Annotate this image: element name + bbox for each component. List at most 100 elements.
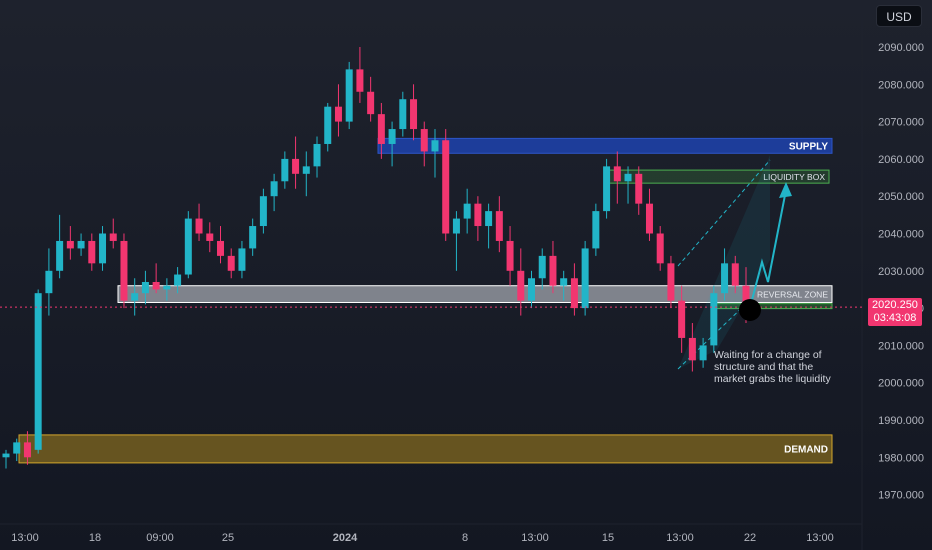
price-tick-label: 2060.000 (878, 154, 924, 166)
time-tick-label: 13:00 (806, 532, 834, 544)
candle (442, 129, 450, 241)
candle (238, 240, 246, 279)
candle (699, 337, 707, 368)
candle-body (174, 274, 182, 286)
price-axis: 2090.000 2080.000 2070.000 2060.000 2050.000… (878, 42, 924, 502)
candle-countdown: 03:43:08 (873, 312, 917, 324)
candle (195, 203, 203, 241)
candle-body (334, 106, 342, 122)
candle-body (66, 240, 74, 249)
candle (517, 248, 525, 316)
candle-body (302, 166, 310, 174)
candle (249, 218, 257, 256)
price-tick-label: 1990.000 (878, 415, 924, 427)
candle (345, 61, 353, 130)
price-tick-label: 2000.000 (878, 378, 924, 390)
candles-layer (2, 47, 750, 469)
candle (367, 76, 375, 122)
zones-layer: SUPPLY LIQUIDITY BOX REVERSAL ZONE DEMAND (18, 137, 833, 464)
candle (216, 226, 224, 264)
candle-body (2, 453, 10, 458)
candle (2, 449, 10, 469)
zone-label: LIQUIDITY BOX (763, 172, 825, 182)
candle (184, 211, 192, 279)
candle (302, 151, 310, 197)
candle-body (452, 218, 460, 234)
time-tick-label: 13:00 (521, 532, 549, 544)
candle-body (410, 99, 418, 130)
candle-body (120, 240, 128, 301)
candle-body (624, 173, 632, 182)
candle (410, 84, 418, 141)
candle (152, 263, 160, 294)
candle (77, 233, 85, 256)
candle (281, 151, 289, 189)
candle-body (538, 255, 546, 279)
projection-arrow (751, 182, 792, 301)
candle-body (420, 129, 428, 152)
price-tick-label: 2010.000 (878, 340, 924, 352)
candle (292, 136, 300, 189)
price-tick-label: 2090.000 (878, 42, 924, 54)
candle (88, 233, 96, 271)
candle (710, 285, 718, 353)
currency-button[interactable]: USD (876, 5, 922, 27)
time-tick-label: 09:00 (146, 532, 174, 544)
candle-body (206, 233, 214, 241)
candle-body (506, 240, 514, 271)
price-tick-label: 2050.000 (878, 191, 924, 203)
candle (356, 47, 364, 103)
candle (485, 203, 493, 249)
time-tick-label: 25 (222, 532, 234, 544)
candle-body (688, 337, 696, 361)
candle-body (345, 69, 353, 122)
candle (174, 267, 182, 294)
candle (667, 255, 675, 309)
candle (324, 102, 332, 152)
candle (313, 136, 321, 178)
candle (377, 102, 385, 159)
candle-body (710, 293, 718, 346)
time-tick-label: 13:00 (11, 532, 39, 544)
candle-body (109, 233, 117, 241)
time-tick-label: 2024 (333, 532, 358, 544)
candle (56, 214, 64, 279)
candle (495, 196, 503, 253)
candle-body (431, 140, 439, 152)
price-tick-label: 2040.000 (878, 229, 924, 241)
candle-body (592, 211, 600, 249)
candle-body (152, 281, 160, 290)
zone-supply (377, 137, 833, 154)
price-tick-label: 2070.000 (878, 117, 924, 129)
candle (131, 278, 139, 316)
time-tick-label: 13:00 (666, 532, 694, 544)
target-marker (739, 299, 761, 321)
candle (23, 431, 31, 465)
candle (538, 248, 546, 290)
candle (603, 158, 611, 219)
candle (99, 226, 107, 271)
candle-body (517, 270, 525, 301)
candle-body (581, 248, 589, 309)
candle-body (23, 442, 31, 458)
time-tick-label: 8 (462, 532, 468, 544)
current-price-value: 2020.250 (872, 299, 918, 311)
projection-path (751, 189, 787, 301)
candle-body (356, 69, 364, 92)
candle (431, 129, 439, 178)
price-tick-label: 1980.000 (878, 452, 924, 464)
candle (731, 255, 739, 294)
candle (66, 226, 74, 260)
candle-body (216, 240, 224, 256)
candle (227, 248, 235, 279)
candle-body (742, 285, 750, 309)
candle (259, 188, 267, 234)
candle (528, 270, 536, 309)
zone-demand (18, 434, 833, 464)
candle-body (495, 211, 503, 241)
candle-body (603, 166, 611, 212)
candle (270, 173, 278, 212)
candle (656, 226, 664, 271)
candle-body (528, 278, 536, 301)
